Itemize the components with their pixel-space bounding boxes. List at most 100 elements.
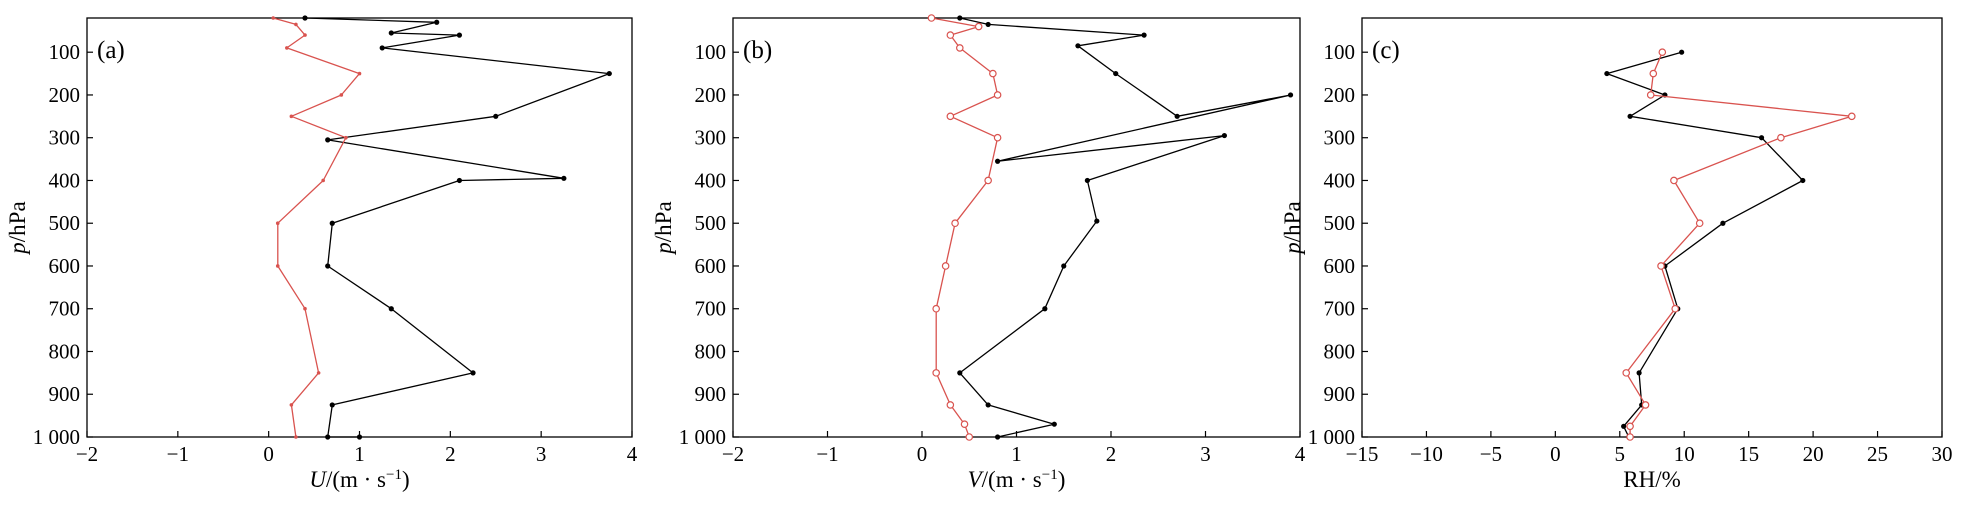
chart-0-xlabel-exponent: −1: [386, 467, 402, 483]
chart-0-series-1-point: [303, 33, 307, 37]
chart-1-series-0-point: [1051, 421, 1057, 427]
chart-0-series-0-point: [561, 175, 567, 181]
chart-2-ylabel-var: p: [1280, 242, 1305, 256]
chart-1-series-1-point: [993, 133, 1002, 142]
chart-2-xtick-label: 10: [1674, 442, 1695, 466]
chart-1-series-1-point: [927, 14, 936, 22]
chart-0-xtick-label: −1: [167, 442, 189, 466]
chart-1-series-0-point: [1287, 92, 1294, 98]
chart-0-series-0-point: [329, 220, 335, 226]
chart-2-series-1-line: [1625, 51, 1853, 437]
chart-2-xtick-label: 25: [1867, 442, 1888, 466]
chart-1-series-1-point: [974, 22, 983, 31]
chart-1-ytick-label: 400: [695, 168, 727, 192]
chart-2-ytick-label: 700: [1324, 297, 1356, 321]
chart-1-series-0-point: [995, 434, 1001, 440]
chart-1-series-1-point: [932, 369, 940, 377]
chart-2-ytick-label: 500: [1324, 211, 1356, 235]
chart-0-panel: −2 −1 0 1 2 3 4 100 200 300 400 500 600 700 800 900 1 00…: [5, 15, 638, 492]
chart-2-series-1-point: [1646, 91, 1655, 99]
chart-0-xlabel-unit: /(m · s: [326, 467, 386, 492]
chart-1-series-1-point: [984, 176, 992, 185]
chart-1-series-1-point: [960, 420, 969, 428]
chart-1-ytick-label: 200: [695, 83, 727, 107]
chart-0-ytick-label: 600: [49, 254, 81, 278]
chart-0-ytick-label: 400: [49, 168, 81, 192]
chart-1-series-1-point: [932, 304, 940, 313]
chart-2-series-0-point: [1627, 113, 1633, 119]
chart-1-panel-label: (b): [743, 37, 772, 64]
chart-2-series-1-point: [1671, 304, 1680, 313]
chart-1-plot-frame: [732, 17, 1301, 438]
chart-0-series-0-point: [456, 32, 463, 38]
chart-1-series-0-point: [1084, 177, 1090, 184]
chart-2-xlabel-unit: RH/%: [1623, 467, 1681, 492]
chart-0-ytick-label: 300: [49, 126, 81, 150]
chart-2-series-0-point: [1621, 423, 1627, 429]
chart-2-series-1-point: [1670, 176, 1678, 185]
chart-0-series-1-point: [294, 435, 298, 439]
chart-0-series-1-point: [321, 178, 325, 183]
chart-2-series-1-point: [1658, 48, 1667, 57]
chart-0-series-0-point: [456, 177, 463, 184]
chart-0-series-0-point: [325, 263, 331, 269]
chart-1-series-0-point: [1174, 113, 1180, 119]
chart-0-panel-label: (a): [97, 37, 125, 64]
chart-0-series-0-point: [493, 113, 499, 119]
chart-1-xtick-label: 1: [1011, 442, 1022, 466]
chart-2-series-0-point: [1679, 49, 1685, 55]
chart-1-series-0-point: [1075, 43, 1081, 49]
chart-0-ytick-label: 100: [49, 40, 81, 64]
chart-1-series-1-point: [946, 401, 955, 409]
chart-0-ytick-label: 900: [49, 382, 81, 406]
chart-1-xlabel-close: ): [1058, 467, 1066, 492]
chart-2-ytick-label: 400: [1324, 168, 1356, 192]
chart-0-series-1-point: [357, 71, 362, 76]
chart-2-series-1-point: [1777, 133, 1785, 142]
chart-2-panel: −15 −10 −5 0 5 10 15 20 25 30 100 200 300 400 500 600 70…: [1280, 17, 1953, 492]
chart-1-series-0-point: [1221, 132, 1227, 139]
chart-1-ytick-label: 300: [695, 126, 727, 150]
chart-1-series-1-point: [946, 112, 955, 121]
chart-0-ytick-label: 200: [49, 83, 81, 107]
chart-1-xlabel: V/(m · s−1): [968, 467, 1066, 492]
chart-0-series-1-point: [275, 264, 280, 268]
chart-1-series-1-point: [955, 44, 964, 52]
chart-0-series-1-point: [275, 221, 280, 226]
chart-0-series-1-point: [344, 135, 348, 140]
chart-1-series-1-point: [965, 433, 974, 441]
chart-1-ylabel-var: p: [651, 242, 676, 256]
chart-2-xtick-label: −15: [1346, 442, 1379, 466]
chart-2-ylabel-unit: /hPa: [1280, 201, 1305, 242]
chart-2-xtick-label: −5: [1480, 442, 1502, 466]
chart-2-xtick-label: 20: [1803, 442, 1824, 466]
chart-2-series-1-point: [1641, 401, 1650, 409]
chart-0-series-1-line: [273, 17, 361, 438]
chart-2-plot-frame: [1361, 17, 1943, 438]
chart-1-series-1-point: [951, 219, 959, 228]
chart-0-series-1-point: [289, 403, 294, 407]
chart-1-panel: −2 −1 0 1 2 3 4 100 200 300 400 500 600 700 800 900 1 00…: [651, 14, 1306, 492]
chart-2-series-1-point: [1649, 69, 1658, 78]
chart-0-series-1-point: [294, 22, 298, 27]
chart-2-series-0-point: [1758, 135, 1765, 141]
chart-0-series-1-point: [316, 371, 321, 375]
chart-0-xlabel-close: ): [402, 467, 410, 492]
chart-2-series-1-point: [1622, 369, 1631, 377]
chart-1-xtick-label: −1: [816, 442, 838, 466]
chart-2-xtick-label: −10: [1410, 442, 1443, 466]
chart-0-series-0-point: [379, 45, 385, 51]
chart-0-series-0-point: [302, 15, 308, 21]
chart-1-series-1-point: [946, 31, 955, 39]
chart-2-ytick-label: 800: [1324, 339, 1356, 363]
chart-0-ylabel-unit: /hPa: [5, 201, 30, 242]
chart-1-xtick-label: 0: [917, 442, 928, 466]
chart-2-series-1-point: [1695, 219, 1704, 228]
chart-0-ytick-label: 800: [49, 339, 81, 363]
chart-2-xlabel: RH/%: [1623, 467, 1681, 492]
chart-0-series-0-point: [325, 137, 331, 143]
chart-1-ytick-label: 100: [695, 40, 727, 64]
chart-1-series-0-point: [1113, 70, 1119, 77]
